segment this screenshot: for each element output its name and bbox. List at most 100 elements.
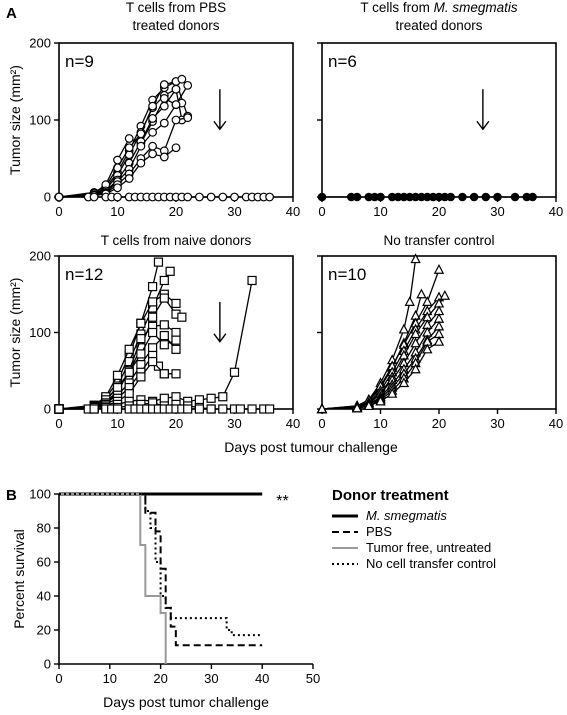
data-point bbox=[218, 392, 228, 402]
y-tick-label: 0 bbox=[44, 402, 51, 417]
data-point bbox=[265, 192, 275, 202]
data-point bbox=[153, 257, 164, 267]
data-point bbox=[148, 312, 158, 322]
data-point bbox=[159, 152, 169, 162]
chart-panel-2: 0 10 20 30 40 T cells from M. smegmatis treate… bbox=[317, 0, 563, 219]
data-point bbox=[398, 323, 410, 334]
data-point bbox=[159, 369, 169, 379]
data-point bbox=[112, 382, 123, 393]
data-point bbox=[404, 296, 415, 306]
data-point bbox=[148, 343, 158, 353]
data-point bbox=[375, 395, 386, 406]
y-tick-label: 200 bbox=[29, 36, 51, 51]
data-point bbox=[206, 404, 216, 414]
survival-line bbox=[59, 493, 263, 637]
legend-label: PBS bbox=[366, 524, 392, 539]
y-axis-label: Percent survival bbox=[11, 529, 27, 629]
series-9 bbox=[54, 192, 275, 202]
x-tick-label: 20 bbox=[169, 416, 183, 431]
series-12 bbox=[54, 404, 275, 414]
chart-title-line-2: treated donors bbox=[132, 18, 219, 33]
data-point bbox=[510, 192, 520, 202]
survival-line bbox=[59, 493, 167, 664]
x-tick-label: 50 bbox=[306, 671, 320, 686]
x-tick-label: 30 bbox=[490, 416, 504, 431]
data-point bbox=[194, 404, 204, 414]
x-tick-label: 30 bbox=[490, 204, 504, 219]
data-point bbox=[124, 389, 134, 399]
data-point bbox=[422, 296, 433, 306]
significance-annotation: ** bbox=[276, 493, 288, 510]
data-point bbox=[148, 101, 158, 111]
data-point bbox=[54, 192, 64, 202]
series-line bbox=[58, 80, 189, 198]
data-point bbox=[247, 404, 257, 414]
data-point bbox=[159, 275, 169, 286]
data-point bbox=[159, 101, 169, 111]
data-point bbox=[113, 192, 122, 202]
data-point bbox=[171, 344, 181, 354]
data-point bbox=[410, 363, 421, 374]
x-tick-label: 40 bbox=[255, 671, 269, 686]
data-point bbox=[247, 275, 257, 286]
series-10 bbox=[316, 335, 445, 414]
data-point bbox=[469, 192, 479, 202]
data-point bbox=[89, 192, 99, 202]
data-point bbox=[171, 115, 181, 125]
x-tick-label: 10 bbox=[103, 671, 117, 686]
series-1 bbox=[317, 192, 537, 202]
y-tick-label: 40 bbox=[37, 589, 51, 604]
y-axis-label: Tumor size (mm²) bbox=[7, 278, 23, 388]
x-tick-label: 30 bbox=[227, 416, 241, 431]
x-tick-label: 40 bbox=[549, 204, 563, 219]
data-point bbox=[136, 158, 146, 168]
data-point bbox=[136, 334, 146, 344]
y-tick-label: 80 bbox=[37, 521, 51, 536]
n-annotation: n=10 bbox=[328, 265, 366, 284]
data-point bbox=[433, 335, 445, 346]
chart-title-line-2: treated donors bbox=[395, 18, 482, 33]
series-line bbox=[58, 85, 189, 198]
data-point bbox=[113, 183, 122, 193]
data-point bbox=[112, 370, 123, 380]
chart-panel-1: 0 10 20 30 40 0 100 200 Tumor size (mm²) T cells … bbox=[7, 0, 300, 219]
data-point bbox=[89, 404, 99, 414]
x-tick-label: 40 bbox=[286, 416, 300, 431]
data-point bbox=[183, 80, 193, 90]
data-point bbox=[177, 74, 187, 84]
data-point bbox=[177, 312, 187, 322]
data-point bbox=[416, 288, 427, 299]
data-point bbox=[148, 149, 158, 159]
x-tick-label: 30 bbox=[227, 204, 241, 219]
data-point bbox=[124, 134, 134, 143]
data-point bbox=[316, 403, 328, 414]
data-point bbox=[112, 404, 123, 414]
data-point bbox=[171, 84, 181, 94]
x-tick-label: 20 bbox=[153, 671, 167, 686]
y-axis-label: Tumor size (mm²) bbox=[7, 65, 23, 175]
chart-panel-5: 0 10 20 30 40 50 0 20 40 60 80 100 Percent survival D… bbox=[11, 487, 496, 711]
x-tick-label: 10 bbox=[110, 416, 124, 431]
x-tick-label: 10 bbox=[373, 204, 387, 219]
data-point bbox=[352, 192, 362, 202]
y-tick-label: 100 bbox=[29, 113, 51, 128]
x-tick-label: 10 bbox=[110, 204, 124, 219]
data-point bbox=[171, 392, 181, 402]
panel-b-label: B bbox=[6, 487, 17, 504]
data-point bbox=[148, 282, 158, 292]
x-tick-label: 20 bbox=[432, 416, 446, 431]
data-point bbox=[433, 263, 445, 274]
n-annotation: n=6 bbox=[328, 52, 357, 71]
data-point bbox=[194, 192, 204, 202]
x-axis-label: Days post tumor challenge bbox=[103, 694, 269, 710]
data-point bbox=[230, 192, 239, 202]
legend-label: No cell transfer control bbox=[366, 556, 496, 571]
data-point bbox=[410, 253, 421, 264]
data-point bbox=[493, 192, 502, 202]
data-point bbox=[148, 356, 158, 367]
x-tick-label: 40 bbox=[549, 416, 563, 431]
data-point bbox=[206, 393, 216, 403]
series-2 bbox=[59, 493, 263, 647]
